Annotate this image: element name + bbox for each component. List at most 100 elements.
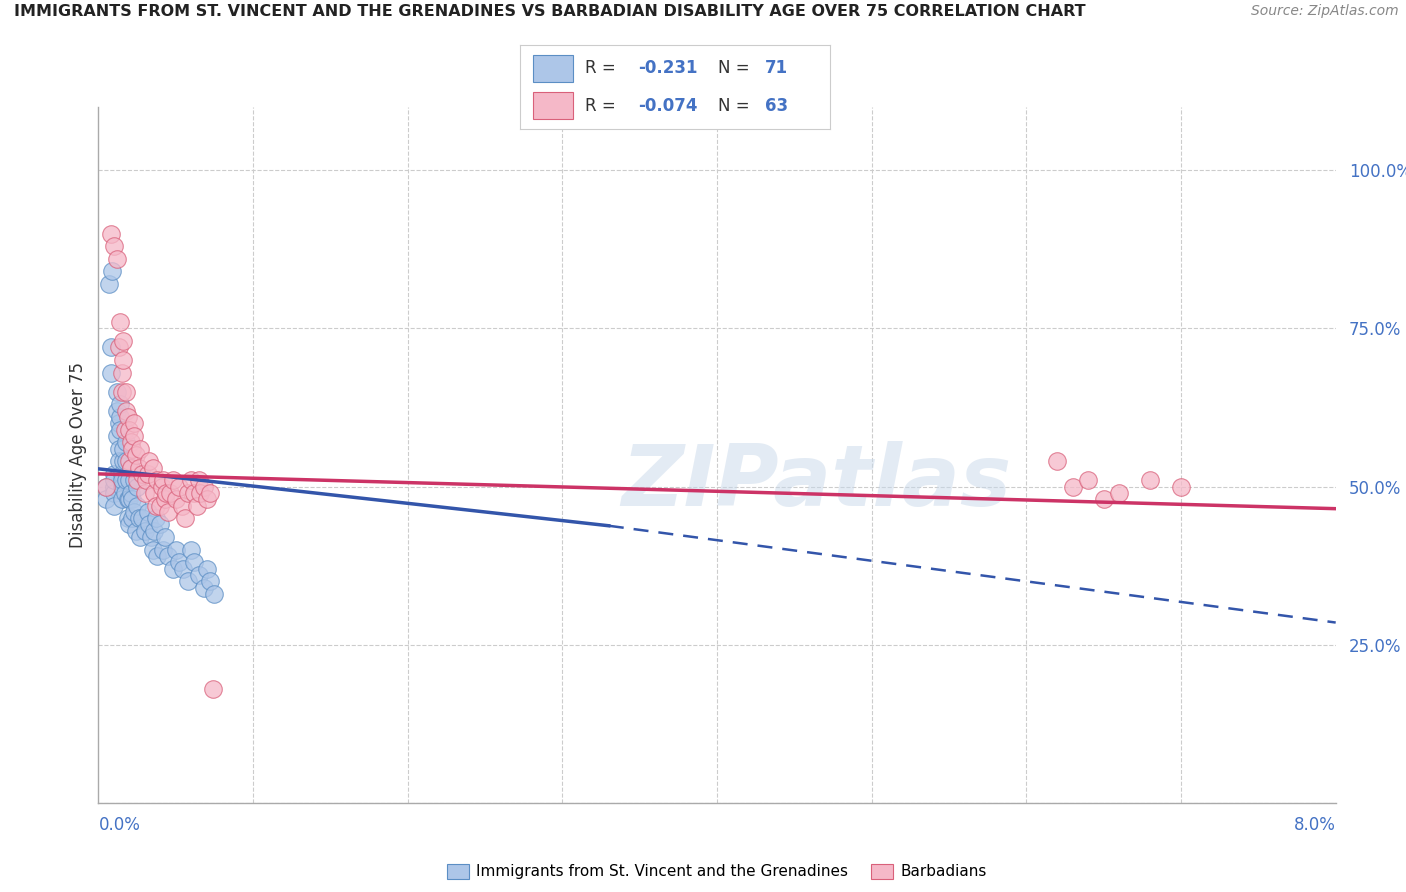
Point bbox=[118, 517, 141, 532]
Point bbox=[96, 479, 118, 493]
Point bbox=[112, 442, 135, 456]
Point bbox=[108, 409, 131, 424]
Point bbox=[150, 479, 173, 493]
Point bbox=[100, 340, 122, 354]
Bar bbox=[533, 54, 572, 82]
Point bbox=[135, 473, 157, 487]
Point bbox=[115, 403, 138, 417]
Point bbox=[103, 239, 125, 253]
Point bbox=[129, 530, 152, 544]
Point bbox=[127, 479, 149, 493]
Point bbox=[120, 435, 142, 450]
Point bbox=[157, 505, 180, 519]
Point bbox=[111, 479, 132, 493]
Point bbox=[114, 486, 136, 500]
Point bbox=[107, 417, 129, 431]
Point bbox=[1092, 492, 1115, 507]
Point bbox=[162, 473, 184, 487]
Point bbox=[111, 366, 132, 380]
Point bbox=[165, 542, 187, 557]
Point bbox=[121, 492, 143, 507]
Point bbox=[190, 486, 212, 500]
Point bbox=[96, 492, 118, 507]
Point bbox=[183, 556, 205, 570]
Point bbox=[117, 511, 139, 525]
Point bbox=[1046, 454, 1069, 468]
Point bbox=[188, 568, 211, 582]
Point bbox=[152, 473, 174, 487]
Point bbox=[108, 397, 131, 411]
Point bbox=[105, 384, 128, 399]
Point bbox=[96, 479, 118, 493]
Point bbox=[105, 252, 128, 266]
Point bbox=[139, 530, 162, 544]
Point bbox=[105, 429, 128, 443]
Point bbox=[174, 511, 197, 525]
Point bbox=[172, 562, 194, 576]
Point bbox=[122, 417, 145, 431]
Legend: Immigrants from St. Vincent and the Grenadines, Barbadians: Immigrants from St. Vincent and the Gren… bbox=[441, 857, 993, 886]
Point bbox=[107, 442, 129, 456]
Point bbox=[108, 423, 131, 437]
Text: IMMIGRANTS FROM ST. VINCENT AND THE GRENADINES VS BARBADIAN DISABILITY AGE OVER : IMMIGRANTS FROM ST. VINCENT AND THE GREN… bbox=[14, 4, 1085, 20]
Text: 63: 63 bbox=[765, 96, 787, 114]
Point bbox=[127, 499, 149, 513]
Point bbox=[1077, 473, 1099, 487]
Text: ZIPatlas: ZIPatlas bbox=[621, 442, 1011, 524]
Point bbox=[204, 587, 226, 601]
Point bbox=[115, 454, 138, 468]
Point bbox=[101, 264, 124, 278]
Point bbox=[155, 486, 177, 500]
Point bbox=[127, 473, 149, 487]
Point bbox=[149, 499, 172, 513]
Point bbox=[180, 542, 202, 557]
Point bbox=[100, 227, 122, 241]
Point bbox=[111, 467, 132, 481]
Text: -0.231: -0.231 bbox=[638, 60, 697, 78]
Point bbox=[198, 486, 221, 500]
Point bbox=[122, 473, 145, 487]
Text: N =: N = bbox=[718, 60, 749, 78]
Point bbox=[195, 562, 218, 576]
Point bbox=[177, 574, 200, 589]
Point bbox=[118, 473, 141, 487]
Point bbox=[107, 340, 129, 354]
Text: 0.0%: 0.0% bbox=[98, 816, 141, 834]
Point bbox=[122, 505, 145, 519]
Point bbox=[152, 542, 174, 557]
Point bbox=[107, 454, 129, 468]
Point bbox=[129, 442, 152, 456]
Point bbox=[143, 524, 166, 538]
Text: R =: R = bbox=[585, 96, 616, 114]
Point bbox=[141, 460, 165, 475]
Point bbox=[112, 353, 135, 368]
Point bbox=[136, 467, 159, 481]
Point bbox=[201, 681, 224, 696]
Text: 71: 71 bbox=[765, 60, 787, 78]
Bar bbox=[533, 92, 572, 120]
Point bbox=[198, 574, 221, 589]
Point bbox=[120, 460, 142, 475]
Point bbox=[124, 524, 146, 538]
Point bbox=[167, 556, 190, 570]
Point bbox=[117, 409, 139, 424]
Text: N =: N = bbox=[718, 96, 749, 114]
Point bbox=[195, 492, 218, 507]
Point bbox=[131, 511, 153, 525]
Point bbox=[177, 486, 200, 500]
Point bbox=[1108, 486, 1130, 500]
Point bbox=[115, 473, 138, 487]
Point bbox=[121, 442, 143, 456]
Point bbox=[141, 542, 165, 557]
Point bbox=[162, 562, 184, 576]
Point bbox=[186, 499, 208, 513]
Point bbox=[118, 423, 141, 437]
Point bbox=[170, 499, 193, 513]
Point bbox=[193, 581, 215, 595]
Point bbox=[98, 277, 121, 292]
Point bbox=[105, 403, 128, 417]
Point bbox=[131, 467, 153, 481]
Point bbox=[134, 524, 156, 538]
Point bbox=[1170, 479, 1192, 493]
Point bbox=[114, 423, 136, 437]
